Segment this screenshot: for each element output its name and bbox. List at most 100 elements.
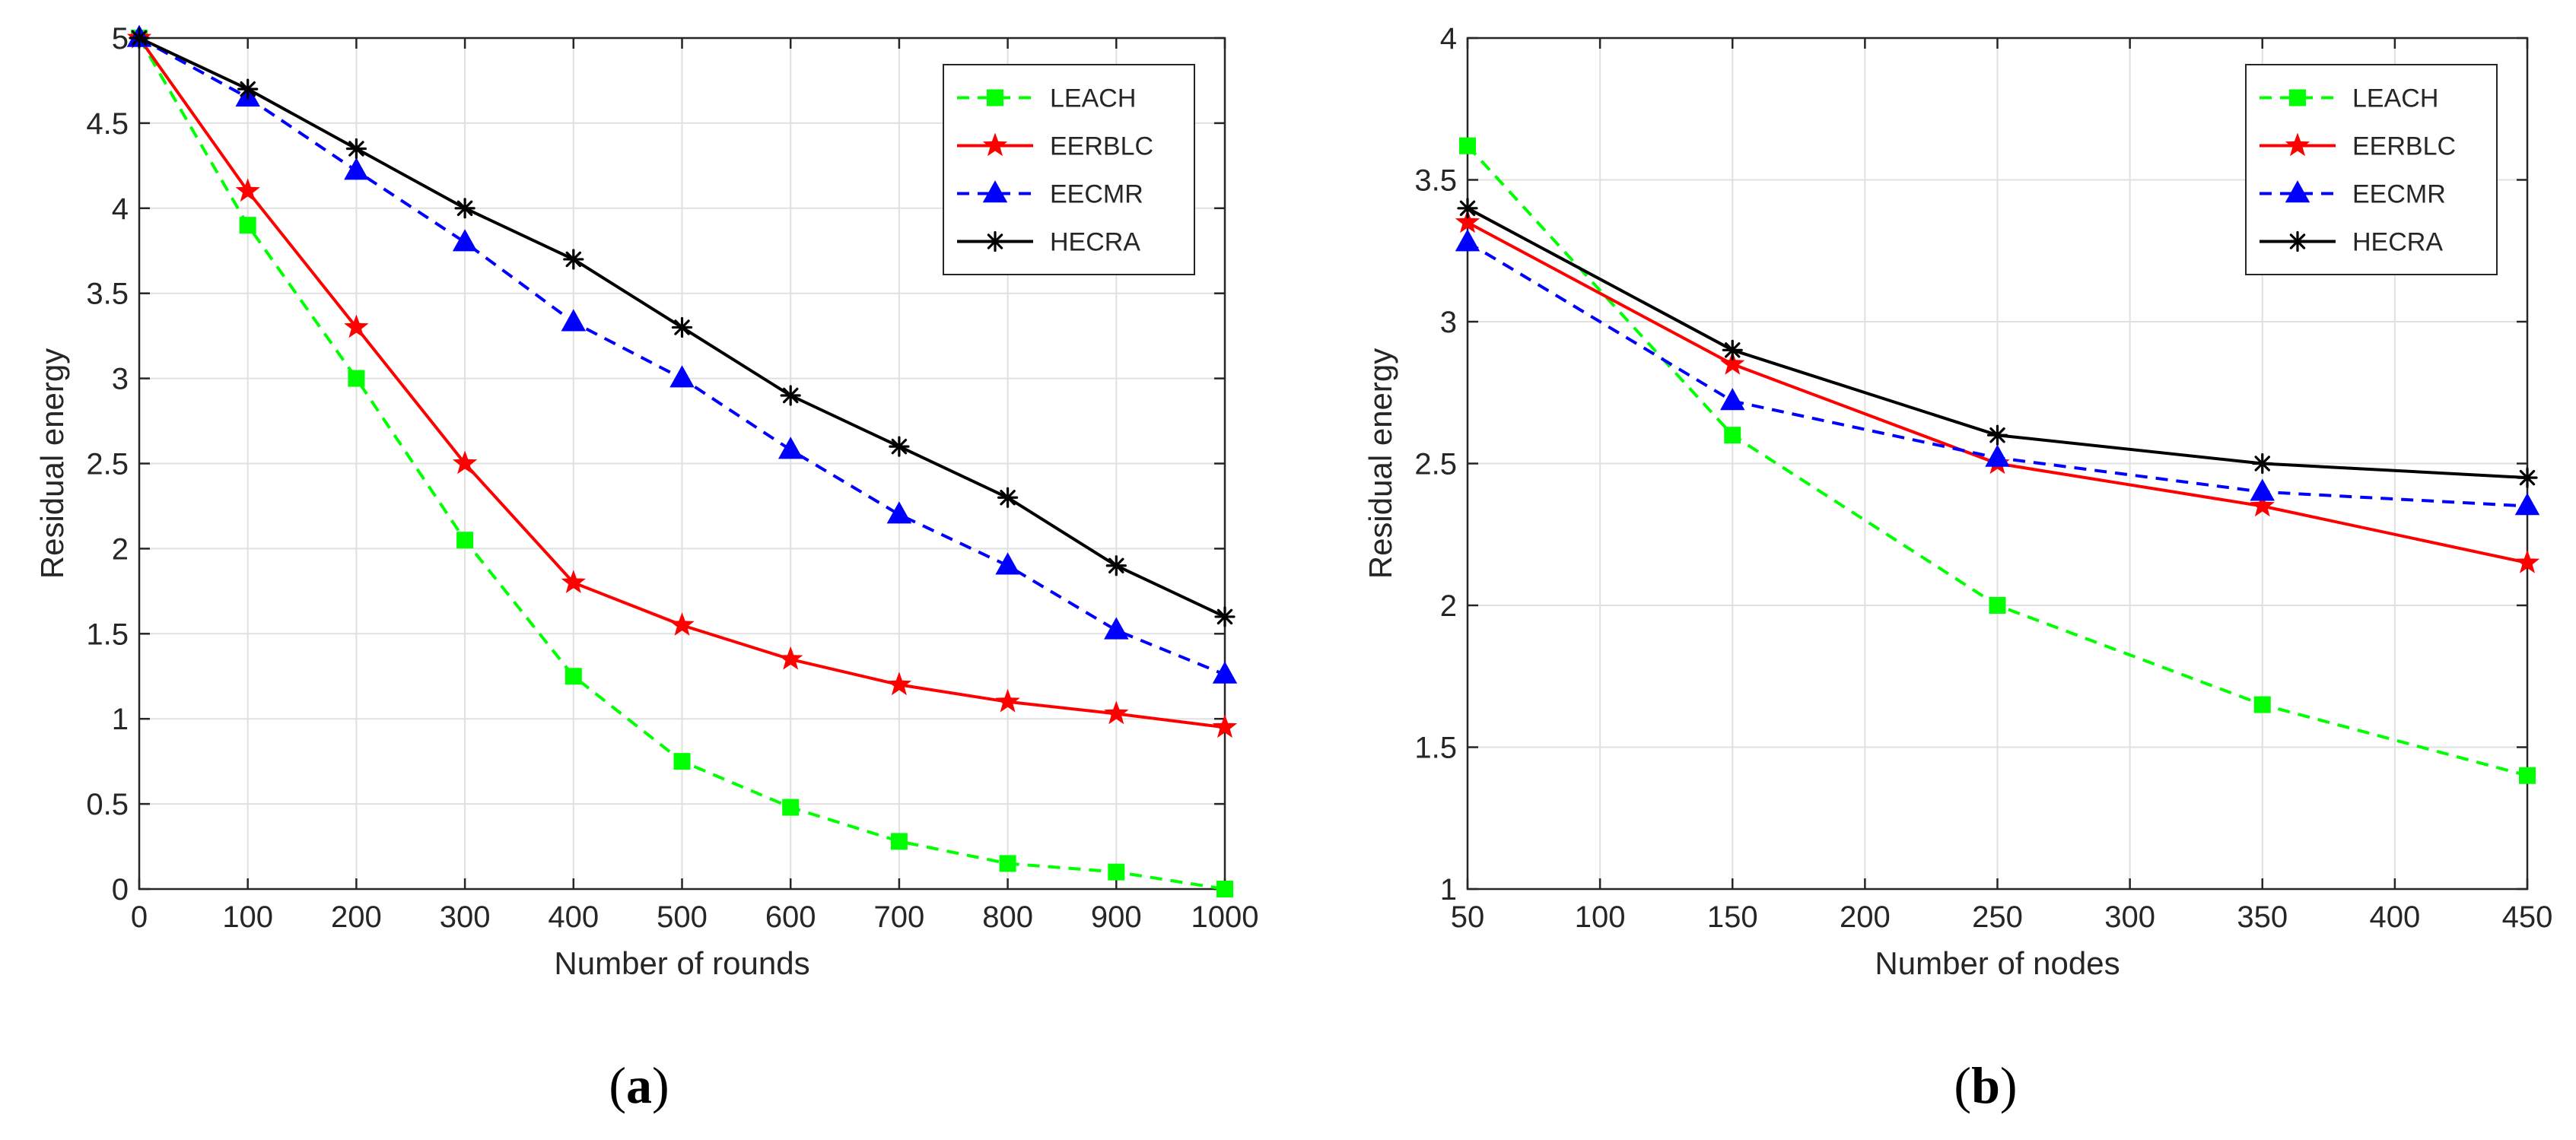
caption-b: (b) <box>1954 1056 2017 1114</box>
data-point-hecra <box>2252 453 2273 475</box>
y-axis-label-b: Residual energy <box>1363 348 1398 580</box>
series-hecra-a <box>129 27 1236 627</box>
legend-label-eerblc: EERBLC <box>1050 132 1153 161</box>
series-hecra-b <box>1457 198 2538 488</box>
data-point-eecmr <box>669 365 695 388</box>
data-point-eecmr <box>2250 478 2275 501</box>
data-point-eecmr <box>1720 388 1745 411</box>
data-point-eecmr <box>344 157 369 180</box>
data-point-leach <box>348 370 365 387</box>
data-point-eecmr <box>1104 617 1129 640</box>
asterisk-stroke <box>131 30 148 46</box>
y-tick-label: 4 <box>112 192 129 226</box>
x-tick-label: 50 <box>1451 900 1485 934</box>
asterisk-stroke <box>240 81 256 97</box>
data-point-eerblc <box>995 688 1020 713</box>
legend-marker-leach <box>987 89 1003 106</box>
legend-label-leach: LEACH <box>1050 84 1136 113</box>
legend-marker-eecmr <box>2285 180 2310 203</box>
legend-label-hecra: HECRA <box>2352 228 2443 257</box>
x-tick-label: 400 <box>2370 900 2421 934</box>
data-point-hecra <box>1986 424 2008 446</box>
data-point-hecra <box>671 316 693 338</box>
asterisk-stroke <box>2254 456 2270 472</box>
data-point-hecra <box>780 385 801 406</box>
series-leach-a <box>131 30 1233 897</box>
data-point-hecra <box>1722 339 1743 360</box>
ticks-b <box>1466 37 2529 891</box>
data-point-eecmr <box>452 229 478 252</box>
asterisk-stroke <box>456 200 473 217</box>
data-point-hecra <box>345 138 367 160</box>
x-tick-label: 150 <box>1707 900 1758 934</box>
data-point-hecra <box>2517 467 2538 488</box>
asterisk-stroke <box>565 251 582 268</box>
data-point-leach <box>1108 863 1125 881</box>
caption-letter: a <box>626 1056 652 1114</box>
data-point-hecra <box>1214 606 1236 627</box>
y-tick-label: 0 <box>112 873 129 907</box>
legend-label-hecra: HECRA <box>1050 228 1140 257</box>
asterisk-stroke <box>987 233 1003 249</box>
legend-marker-leach <box>2289 89 2306 106</box>
caption-a: (a) <box>609 1056 669 1114</box>
data-point-eecmr <box>1212 661 1238 684</box>
y-tick-label: 3 <box>112 363 129 396</box>
data-point-hecra <box>1105 555 1127 576</box>
legend-label-eecmr: EECMR <box>1050 180 1143 209</box>
data-point-eecmr <box>1985 444 2010 467</box>
data-point-eecmr <box>886 501 912 524</box>
data-point-leach <box>782 799 800 816</box>
asterisk-stroke <box>1216 608 1233 625</box>
y-tick-label: 2.5 <box>1414 448 1457 481</box>
x-tick-label: 350 <box>2237 900 2288 934</box>
legend-b: LEACH EERBLC EECMR HECRA <box>2245 64 2498 275</box>
y-tick-label: 1.5 <box>1414 732 1457 765</box>
data-point-leach <box>456 532 474 549</box>
asterisk-stroke <box>1989 427 2005 443</box>
data-point-hecra <box>889 436 910 457</box>
data-point-leach <box>1459 137 1476 154</box>
y-tick-label: 1 <box>1440 873 1457 907</box>
legend-label-eecmr: EECMR <box>2352 180 2446 209</box>
asterisk-stroke <box>1459 200 1476 217</box>
legend-marker-hecra <box>2287 230 2308 252</box>
legend-a: LEACH EERBLC EECMR HECRA <box>943 64 1195 275</box>
y-tick-label: 0.5 <box>86 788 129 821</box>
caption-paren: ( <box>1954 1056 1971 1114</box>
y-tick-label: 2 <box>112 532 129 566</box>
asterisk-stroke <box>1000 490 1016 506</box>
series-eecmr-b <box>1455 229 2540 516</box>
x-tick-label: 450 <box>2502 900 2553 934</box>
x-axis-label-b: Number of nodes <box>1875 945 2120 981</box>
data-point-eerblc <box>1104 700 1129 725</box>
data-point-leach <box>2519 767 2536 784</box>
data-point-leach <box>239 217 256 234</box>
data-point-leach <box>999 855 1016 872</box>
y-tick-label: 3.5 <box>86 278 129 311</box>
data-point-eerblc <box>235 178 260 202</box>
legend-box <box>943 64 1195 275</box>
legend-label-leach: LEACH <box>2352 84 2438 113</box>
data-point-leach <box>1216 881 1233 897</box>
x-tick-label: 900 <box>1091 900 1142 934</box>
x-tick-label: 100 <box>222 900 273 934</box>
x-tick-label: 400 <box>548 900 599 934</box>
x-tick-label: 100 <box>1575 900 1626 934</box>
x-tick-label: 250 <box>1972 900 2023 934</box>
legend-marker-hecra <box>984 230 1006 252</box>
data-point-hecra <box>563 249 584 270</box>
chart-b: 50 100 150 200 250 300 350 400 450 1 1.5 2 2.5 3 3.5 4 N… <box>1363 22 2552 1114</box>
asterisk-stroke <box>674 319 690 335</box>
data-point-eerblc <box>1720 351 1745 375</box>
data-point-leach <box>673 753 691 770</box>
data-point-eerblc <box>2250 493 2275 517</box>
data-point-eerblc <box>778 646 803 670</box>
asterisk-stroke <box>891 438 908 455</box>
data-point-hecra <box>454 198 475 219</box>
caption-paren: ) <box>652 1056 669 1114</box>
x-tick-label: 1000 <box>1191 900 1259 934</box>
data-point-hecra <box>129 27 150 49</box>
x-tick-label: 300 <box>2104 900 2155 934</box>
